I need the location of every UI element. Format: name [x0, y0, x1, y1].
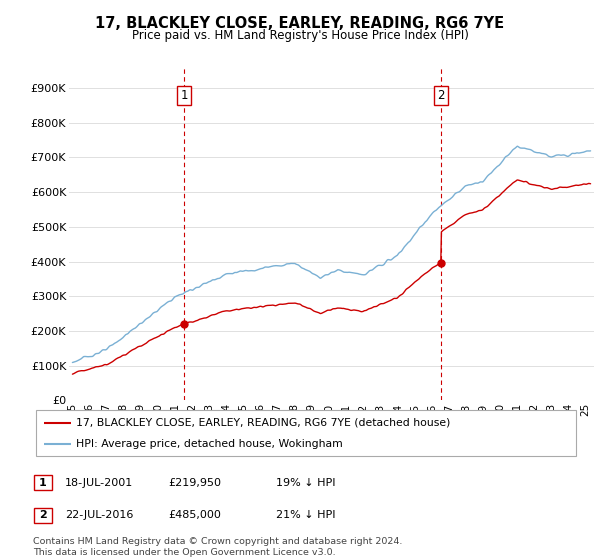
Text: 2: 2	[39, 510, 47, 520]
Text: £219,950: £219,950	[168, 478, 221, 488]
Text: 18-JUL-2001: 18-JUL-2001	[65, 478, 133, 488]
Text: 19% ↓ HPI: 19% ↓ HPI	[276, 478, 335, 488]
Text: Contains HM Land Registry data © Crown copyright and database right 2024.
This d: Contains HM Land Registry data © Crown c…	[33, 537, 403, 557]
Text: £485,000: £485,000	[168, 510, 221, 520]
Text: 22-JUL-2016: 22-JUL-2016	[65, 510, 133, 520]
Text: 17, BLACKLEY CLOSE, EARLEY, READING, RG6 7YE: 17, BLACKLEY CLOSE, EARLEY, READING, RG6…	[95, 16, 505, 31]
Text: Price paid vs. HM Land Registry's House Price Index (HPI): Price paid vs. HM Land Registry's House …	[131, 29, 469, 42]
Text: HPI: Average price, detached house, Wokingham: HPI: Average price, detached house, Woki…	[77, 439, 343, 449]
Text: 1: 1	[181, 89, 188, 102]
Text: 1: 1	[39, 478, 47, 488]
Text: 17, BLACKLEY CLOSE, EARLEY, READING, RG6 7YE (detached house): 17, BLACKLEY CLOSE, EARLEY, READING, RG6…	[77, 418, 451, 428]
Text: 21% ↓ HPI: 21% ↓ HPI	[276, 510, 335, 520]
Text: 2: 2	[437, 89, 445, 102]
